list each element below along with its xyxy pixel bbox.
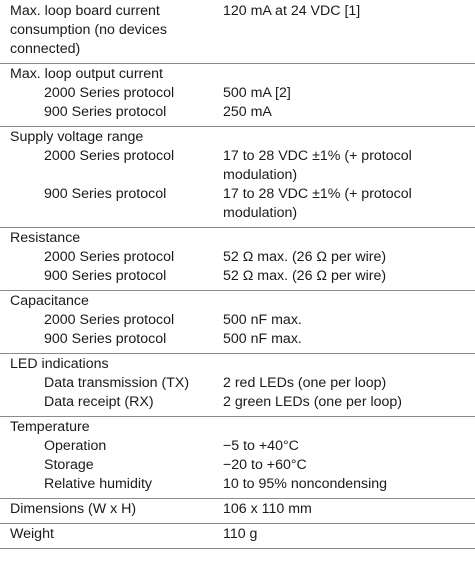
spec-row: Relative humidity 10 to 95% noncondensin… [0, 475, 475, 494]
spec-sublabel: 2000 Series protocol [44, 312, 175, 328]
spec-heading: LED indications [10, 356, 109, 372]
spec-label: Dimensions (W x H) [10, 501, 137, 517]
spec-heading: Max. loop output current [10, 66, 163, 82]
spec-row: 2000 Series protocol 17 to 28 VDC ±1% (+… [0, 147, 475, 185]
spec-value: 500 nF max. [223, 312, 302, 328]
spec-heading: Supply voltage range [10, 129, 144, 145]
spec-row: Capacitance [0, 292, 475, 311]
spec-row: Weight 110 g [0, 525, 475, 544]
spec-label: Max. loop board current consumption (no … [10, 3, 167, 57]
spec-row: 2000 Series protocol 500 nF max. [0, 311, 475, 330]
spec-sublabel: Storage [44, 457, 94, 473]
spec-row: Data transmission (TX) 2 red LEDs (one p… [0, 374, 475, 393]
spec-row: 900 Series protocol 17 to 28 VDC ±1% (+ … [0, 185, 475, 223]
spec-value: 500 mA [2] [223, 85, 291, 101]
spec-value: 120 mA at 24 VDC [1] [223, 3, 361, 19]
spec-sublabel: Operation [44, 438, 107, 454]
spec-value: −5 to +40°C [223, 438, 299, 454]
spec-sublabel: 2000 Series protocol [44, 85, 175, 101]
spec-value: 52 Ω max. (26 Ω per wire) [223, 268, 387, 284]
spec-table: Max. loop board current consumption (no … [0, 0, 475, 549]
spec-group-loop-output-current: Max. loop output current 2000 Series pro… [0, 64, 475, 127]
spec-label: Weight [10, 526, 54, 542]
spec-row: Resistance [0, 229, 475, 248]
spec-value: 2 green LEDs (one per loop) [223, 394, 403, 410]
spec-group-weight: Weight 110 g [0, 524, 475, 549]
spec-row: Supply voltage range [0, 128, 475, 147]
spec-row: 2000 Series protocol 52 Ω max. (26 Ω per… [0, 248, 475, 267]
spec-row: Operation −5 to +40°C [0, 437, 475, 456]
spec-group-led-indications: LED indications Data transmission (TX) 2… [0, 354, 475, 417]
spec-sublabel: Relative humidity [44, 476, 153, 492]
spec-value: 52 Ω max. (26 Ω per wire) [223, 249, 387, 265]
spec-sublabel: Data transmission (TX) [44, 375, 190, 391]
spec-sublabel: 2000 Series protocol [44, 249, 175, 265]
spec-heading: Resistance [10, 230, 81, 246]
spec-row: Max. loop board current consumption (no … [0, 2, 475, 59]
spec-value: 10 to 95% noncondensing [223, 476, 388, 492]
spec-sublabel: 2000 Series protocol [44, 148, 175, 164]
spec-heading: Capacitance [10, 293, 89, 309]
spec-row: Max. loop output current [0, 65, 475, 84]
spec-group-dimensions: Dimensions (W x H) 106 x 110 mm [0, 499, 475, 524]
spec-row: Storage −20 to +60°C [0, 456, 475, 475]
spec-row: 900 Series protocol 250 mA [0, 103, 475, 122]
spec-sublabel: 900 Series protocol [44, 186, 167, 202]
spec-value: 2 red LEDs (one per loop) [223, 375, 387, 391]
spec-sublabel: 900 Series protocol [44, 104, 167, 120]
spec-row: 900 Series protocol 52 Ω max. (26 Ω per … [0, 267, 475, 286]
spec-sublabel: Data receipt (RX) [44, 394, 154, 410]
spec-row: 900 Series protocol 500 nF max. [0, 330, 475, 349]
spec-value: 110 g [223, 526, 258, 542]
spec-group-resistance: Resistance 2000 Series protocol 52 Ω max… [0, 228, 475, 291]
spec-row: Data receipt (RX) 2 green LEDs (one per … [0, 393, 475, 412]
spec-row: Temperature [0, 418, 475, 437]
spec-value: 250 mA [223, 104, 272, 120]
spec-group-loop-board-current: Max. loop board current consumption (no … [0, 0, 475, 64]
spec-value: 17 to 28 VDC ±1% (+ protocol modulation) [223, 186, 412, 221]
spec-group-capacitance: Capacitance 2000 Series protocol 500 nF … [0, 291, 475, 354]
spec-heading: Temperature [10, 419, 90, 435]
spec-value: 106 x 110 mm [223, 501, 312, 517]
spec-sublabel: 900 Series protocol [44, 331, 167, 347]
spec-value: 17 to 28 VDC ±1% (+ protocol modulation) [223, 148, 412, 183]
spec-value: −20 to +60°C [223, 457, 307, 473]
spec-row: Dimensions (W x H) 106 x 110 mm [0, 500, 475, 519]
spec-sublabel: 900 Series protocol [44, 268, 167, 284]
spec-row: LED indications [0, 355, 475, 374]
spec-row: 2000 Series protocol 500 mA [2] [0, 84, 475, 103]
spec-group-temperature: Temperature Operation −5 to +40°C Storag… [0, 417, 475, 499]
spec-group-supply-voltage: Supply voltage range 2000 Series protoco… [0, 127, 475, 228]
spec-value: 500 nF max. [223, 331, 302, 347]
